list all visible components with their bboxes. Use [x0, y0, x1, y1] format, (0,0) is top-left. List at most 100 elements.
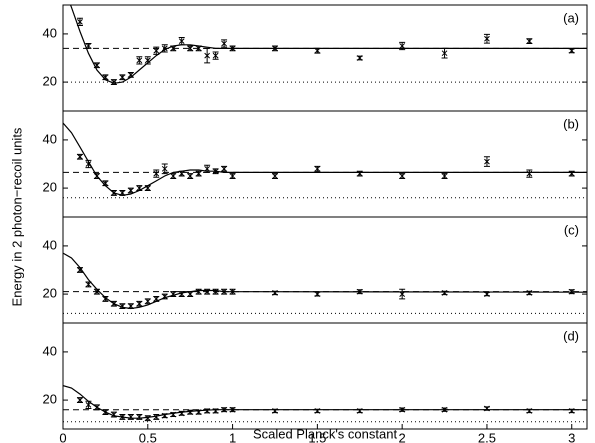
data-point — [221, 40, 227, 47]
x-tick-label: 1.5 — [308, 430, 326, 443]
y-tick-label: 20 — [43, 180, 57, 195]
x-tick-label: 0 — [59, 430, 66, 443]
data-point — [204, 52, 210, 59]
data-point — [161, 293, 168, 300]
data-point — [111, 411, 117, 418]
data-point — [526, 170, 533, 177]
data-point — [356, 170, 363, 177]
x-tick-label: 2 — [399, 430, 406, 443]
data-point — [204, 408, 210, 414]
data-point — [568, 288, 575, 295]
data-point — [314, 165, 321, 172]
panel-label: (d) — [563, 328, 579, 343]
data-point — [153, 414, 160, 420]
data-point — [127, 414, 134, 420]
data-point — [85, 161, 92, 167]
data-point — [314, 291, 321, 297]
y-tick-label: 20 — [43, 286, 57, 301]
data-point — [399, 43, 406, 49]
plot-area — [63, 385, 587, 423]
data-point — [399, 291, 406, 297]
data-point — [94, 62, 100, 69]
data-point — [111, 300, 117, 307]
data-point — [111, 190, 117, 196]
data-point — [144, 298, 151, 305]
data-point — [119, 303, 126, 309]
data-point — [136, 185, 143, 191]
data-point — [170, 291, 177, 297]
data-point — [441, 50, 448, 57]
data-point — [441, 406, 448, 413]
data-point — [441, 290, 448, 296]
data-point — [111, 79, 117, 85]
data-point — [136, 414, 143, 420]
data-point — [212, 168, 219, 175]
data-point — [127, 303, 134, 309]
plot-area — [63, 122, 587, 199]
data-point — [102, 296, 109, 302]
data-point — [170, 173, 177, 179]
y-axis-label: Energy in 2 photon−recoil units — [9, 127, 24, 306]
data-point — [178, 410, 185, 417]
data-point — [77, 267, 83, 273]
data-point — [229, 406, 236, 413]
y-tick-label: 40 — [43, 131, 57, 146]
plot-area — [63, 252, 587, 314]
data-point — [153, 170, 160, 177]
data-point — [136, 57, 143, 64]
data-point — [102, 180, 109, 187]
data-point — [314, 408, 321, 414]
data-point — [161, 165, 168, 172]
data-point — [356, 408, 363, 414]
data-point — [195, 409, 202, 415]
panel-frame — [62, 110, 588, 218]
data-point — [85, 402, 92, 408]
data-point — [484, 291, 490, 297]
data-point — [187, 45, 194, 52]
data-point — [77, 153, 83, 160]
data-point — [212, 288, 219, 295]
data-point — [229, 288, 236, 295]
data-point — [272, 290, 278, 296]
data-point — [526, 38, 533, 44]
data-point — [119, 190, 126, 196]
x-tick-label: 3 — [568, 430, 575, 443]
data-point — [127, 187, 134, 194]
x-tick-label: 2.5 — [478, 430, 496, 443]
data-point — [356, 288, 363, 295]
data-point — [119, 74, 126, 81]
data-point — [526, 290, 533, 296]
data-point — [127, 72, 134, 78]
data-point — [170, 45, 177, 52]
data-point — [77, 19, 83, 25]
y-tick-label: 20 — [43, 74, 57, 89]
data-point — [195, 45, 202, 52]
panel-frame — [62, 322, 588, 430]
data-point — [178, 38, 185, 44]
x-axis-label: Scaled Planck's constant — [253, 426, 398, 441]
data-point — [170, 411, 177, 418]
data-point — [195, 170, 202, 177]
data-point — [204, 165, 210, 172]
data-point — [144, 185, 151, 191]
data-point — [161, 45, 168, 52]
data-point — [178, 291, 185, 297]
data-point — [161, 412, 168, 419]
data-point — [144, 57, 151, 64]
data-point — [94, 173, 100, 179]
panel-label: (a) — [563, 10, 579, 25]
x-tick-label: 1 — [229, 430, 236, 443]
data-point — [526, 408, 533, 414]
data-point — [221, 288, 227, 295]
panel-label: (c) — [564, 222, 579, 237]
theory-curve — [63, 122, 587, 196]
data-point — [212, 52, 219, 59]
data-point — [568, 47, 575, 54]
data-point — [212, 408, 219, 414]
y-tick-label: 40 — [43, 343, 57, 358]
data-point — [484, 158, 490, 165]
data-point — [102, 409, 109, 415]
data-point — [136, 300, 143, 307]
data-point — [77, 397, 83, 403]
data-point — [229, 173, 236, 179]
